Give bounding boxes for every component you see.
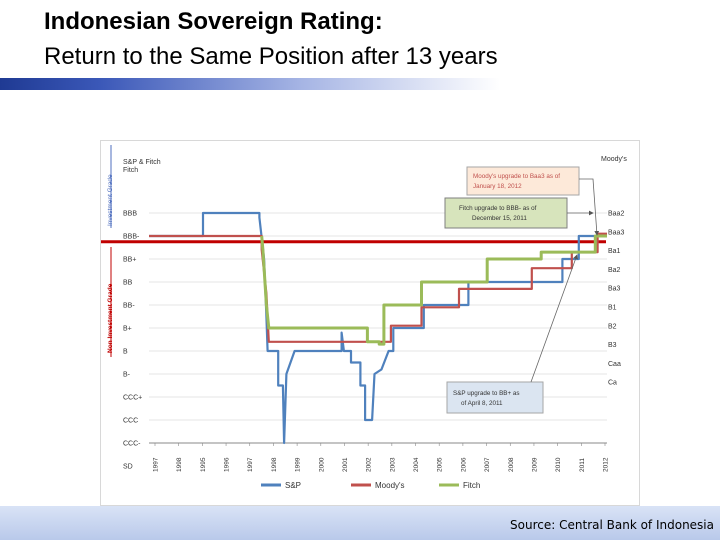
left-tick-label: B-: [123, 372, 131, 379]
annotation-fitch-line2: December 15, 2011: [472, 215, 527, 222]
series-moodys-line: [149, 232, 607, 343]
annotation-fitch-box: [444, 197, 568, 229]
legend-moodys-label: Moody's: [375, 481, 405, 490]
x-tick-label: 2012: [603, 457, 610, 472]
right-tick-label: Ba2: [608, 267, 621, 274]
annotation-moodys-line1: Moody's upgrade to Baa3 as of: [473, 173, 560, 180]
x-tick-label: 2011: [579, 458, 586, 472]
left-tick-label: B: [123, 349, 128, 356]
investment-grade-label: Investment Grade: [107, 174, 114, 226]
right-tick-label: B2: [608, 323, 617, 330]
series-fitch-line: [260, 234, 607, 346]
x-tick-label: 1995: [200, 457, 207, 472]
footer-bar: Source: Central Bank of Indonesia: [0, 506, 720, 540]
x-tick-label: 2005: [437, 457, 444, 472]
left-tick-label: B+: [123, 326, 132, 333]
left-tick-label: SD: [123, 464, 133, 471]
x-tick-label: 2008: [508, 457, 515, 472]
left-tick-label: CCC+: [123, 395, 142, 402]
left-tick-label: BB+: [123, 257, 136, 264]
series-lines: [149, 211, 607, 445]
x-tick-label: 1996: [224, 457, 231, 472]
left-tick-label: BB: [123, 280, 133, 287]
right-tick-label: Caa: [608, 361, 621, 368]
rating-chart: Investment Grade Non Investment Grade S&…: [101, 145, 627, 490]
source-note: Source: Central Bank of Indonesia: [510, 518, 714, 532]
annotation-sp-box: [446, 381, 544, 414]
legend-fitch-label: Fitch: [463, 481, 480, 490]
legend: S&P Moody's Fitch: [261, 481, 480, 490]
x-tick-label: 1999: [295, 457, 302, 472]
annotation-moodys-box: [466, 166, 580, 196]
left-tick-label: BBB: [123, 211, 137, 218]
slide-subtitle: Return to the Same Position after 13 yea…: [44, 43, 498, 70]
x-tick-label: 2009: [531, 457, 538, 472]
x-tick-label: 2006: [460, 457, 467, 472]
x-tick-label: 2007: [484, 457, 491, 472]
x-tick-label: 2004: [413, 457, 420, 472]
right-tick-label: Ba3: [608, 286, 621, 293]
annotation-moodys: Moody's upgrade to Baa3 as of January 18…: [466, 166, 600, 236]
annotation-sp-arrow: [530, 254, 578, 383]
annotation-sp-line1: S&P upgrade to BB+ as: [453, 390, 520, 397]
x-tick-label: 1998: [271, 457, 278, 472]
right-tick-label: Baa3: [608, 229, 624, 236]
right-tick-labels: Baa2 Baa3 Ba1 Ba2 Ba3 B1 B2 B3 Caa Ca: [608, 211, 624, 387]
right-tick-label: B3: [608, 342, 617, 349]
x-tick-label: 1997: [247, 457, 254, 472]
right-axis-title: Moody's: [601, 156, 627, 163]
annotation-moodys-line2: January 18, 2012: [473, 183, 522, 190]
right-tick-label: Baa2: [608, 211, 624, 218]
right-tick-label: B1: [608, 305, 617, 312]
annotation-fitch: Fitch upgrade to BBB- as of December 15,…: [444, 197, 594, 229]
left-axis-title: S&P & Fitch: [123, 159, 161, 166]
title-accent-bar: [0, 78, 500, 90]
non-investment-grade-label: Non Investment Grade: [107, 283, 114, 353]
left-tick-label: BBB-: [123, 234, 140, 241]
right-tick-label: Ba1: [608, 248, 621, 255]
x-tick-labels: 1997 1998 1995 1996 1997 1998 1999 2000 2001 2002…: [153, 443, 610, 472]
x-tick-label: 2001: [342, 457, 349, 472]
legend-sp-label: S&P: [285, 481, 301, 490]
annotation-moodys-arrow: [579, 178, 600, 236]
chart-frame: Investment Grade Non Investment Grade S&…: [100, 140, 640, 506]
annotation-sp: S&P upgrade to BB+ as of April 8, 2011: [446, 254, 578, 414]
x-tick-label: 2010: [555, 457, 562, 472]
series-sp-line: [149, 211, 600, 445]
left-tick-label: CCC: [123, 418, 138, 425]
x-tick-label: 1998: [176, 457, 183, 472]
annotation-fitch-line1: Fitch upgrade to BBB- as of: [459, 205, 537, 212]
left-axis-title-line2: Fitch: [123, 167, 138, 174]
x-tick-label: 2002: [366, 457, 373, 472]
right-tick-label: Ca: [608, 380, 617, 387]
x-tick-label: 1997: [153, 457, 160, 472]
slide-title: Indonesian Sovereign Rating:: [44, 8, 383, 35]
annotation-sp-line2: of April 8, 2011: [461, 400, 503, 407]
x-tick-label: 2003: [389, 457, 396, 472]
left-tick-label: CCC-: [123, 441, 141, 448]
x-tick-label: 2000: [318, 457, 325, 472]
left-tick-label: BB-: [123, 303, 135, 310]
